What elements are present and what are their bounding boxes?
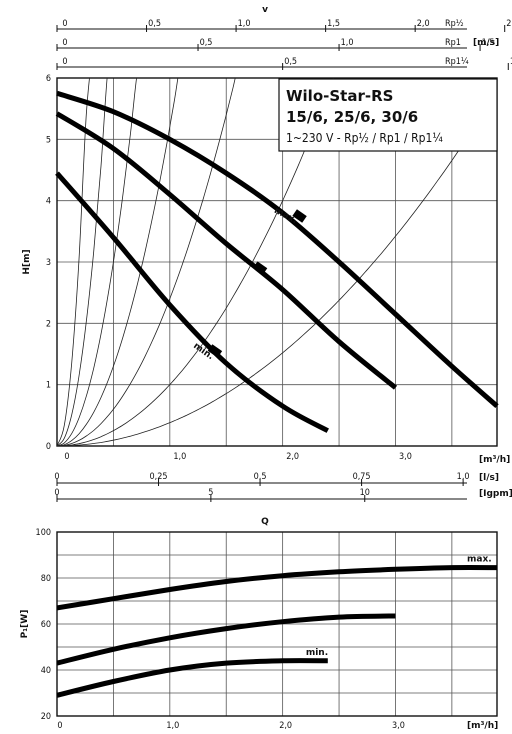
bottom-axis-tick-label: 0,5 (254, 472, 267, 482)
top-axis-unit: [m/s] (473, 38, 499, 48)
chart-subtitle: 15/6, 25/6, 30/6 (286, 108, 418, 126)
power-max-label: max. (467, 555, 492, 565)
curve-marker-3 (207, 344, 223, 358)
curve-marker-2 (252, 261, 268, 275)
system-curve (57, 91, 497, 446)
bottom-axis-tick-label: 0 (54, 472, 59, 482)
bottom-axis-tick-label: 0,25 (150, 472, 168, 482)
bottom-axis-tick-label: 0,75 (353, 472, 371, 482)
top-axis-tick-label: 0 (62, 38, 67, 48)
bottom-axis-unit: [Igpm] (479, 489, 512, 499)
top-axis-tick-label: 1,0 (238, 19, 251, 29)
chart-title: Wilo-Star-RS (286, 87, 393, 105)
top-axis-tick-label: 2,5 (506, 19, 512, 29)
system-curves (57, 78, 497, 446)
top-axis-tick-label: 2,0 (417, 19, 430, 29)
x-tick-label: 3,0 (399, 452, 412, 462)
y-tick-label: 6 (46, 74, 51, 84)
x-tick-label: 3,0 (392, 721, 405, 731)
top-axis-label: Rp1¼ (445, 57, 469, 67)
bottom-axis-tick-label: 0 (54, 488, 59, 498)
x-axis-title: Q (261, 517, 269, 527)
y-tick-label: 3 (46, 258, 51, 268)
curve-marker-1 (292, 209, 307, 223)
bottom-axis-tick-label: 5 (208, 488, 213, 498)
head-curve-3 (55, 171, 329, 433)
plot-frame-bottom (56, 531, 498, 717)
top-axis-tick-label: 0,5 (284, 57, 297, 67)
bottom-axis-unit: [l/s] (479, 473, 499, 483)
x-axis-unit: [m³/h] (479, 455, 510, 465)
system-curve (57, 78, 90, 446)
y-axis-label: P₁[W] (20, 610, 30, 639)
y-tick-label: 60 (41, 620, 51, 630)
top-axis-label: Rp½ (445, 19, 464, 29)
top-axis-tick-label: 1,5 (482, 38, 495, 48)
y-tick-label: 4 (46, 197, 51, 207)
system-curve (57, 78, 179, 446)
x-tick-label: 0 (64, 452, 69, 462)
chart-subtitle-2: 1~230 V - Rp½ / Rp1 / Rp1¼ (286, 131, 443, 145)
top-axis-tick-label: 1,0 (510, 57, 512, 67)
power-min-label: min. (306, 648, 328, 658)
head-curve-2 (55, 111, 398, 390)
y-tick-label: 2 (46, 319, 51, 329)
x-axis-unit: [m³/h] (467, 721, 498, 731)
top-axis-title: v (262, 5, 268, 15)
legend-box (278, 78, 498, 152)
y-tick-label: 100 (36, 528, 51, 538)
y-axis-label: H[m] (22, 249, 32, 274)
top-axis-label: Rp1 (445, 38, 461, 48)
power-curve-2 (57, 613, 396, 666)
top-axis-tick-label: 0 (62, 19, 67, 29)
max-label: max. (272, 206, 298, 226)
power-curve-1 (57, 565, 497, 611)
bottom-axis-tick-label: 10 (360, 488, 370, 498)
bottom-axis-tick-label: 1,0 (457, 472, 470, 482)
top-axis-tick-label: 1,0 (341, 38, 354, 48)
head-curve-1 (56, 90, 499, 408)
power-curves (57, 565, 497, 698)
x-tick-label: 0 (57, 721, 62, 731)
x-tick-label: 1,0 (173, 452, 186, 462)
plot-frame-top (56, 77, 498, 447)
top-axis-tick-label: 0,5 (200, 38, 213, 48)
y-tick-label: 5 (46, 135, 51, 145)
top-axis-tick-label: 0 (62, 57, 67, 67)
x-tick-label: 2,0 (279, 721, 292, 731)
y-tick-label: 80 (41, 574, 51, 584)
y-tick-label: 40 (41, 666, 51, 676)
y-tick-label: 1 (46, 381, 51, 391)
x-tick-label: 2,0 (286, 452, 299, 462)
top-axis-tick-label: 1,5 (327, 19, 340, 29)
top-axis-tick-label: 0,5 (148, 19, 161, 29)
system-curve (57, 78, 108, 446)
power-curve-3 (57, 658, 328, 698)
y-tick-label: 0 (46, 442, 51, 452)
y-tick-label: 20 (41, 712, 51, 722)
system-curve (57, 78, 137, 446)
system-curve (57, 78, 236, 446)
x-tick-label: 1,0 (166, 721, 179, 731)
